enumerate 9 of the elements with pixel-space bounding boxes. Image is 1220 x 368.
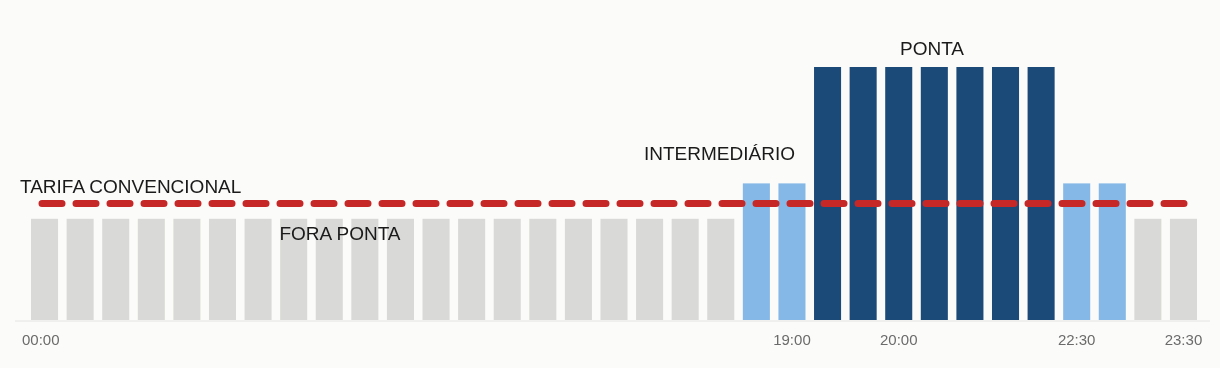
text: PONTA — [899, 38, 965, 59]
x-tick-label: 20:00 — [879, 331, 918, 348]
ref-line-label: TARIFA CONVENCIONAL — [20, 175, 242, 197]
annotation: INTERMEDIÁRIO — [644, 143, 795, 164]
annotation: FORA PONTA — [279, 223, 401, 244]
x-tick-label: 00:00 — [22, 331, 60, 348]
x-tick-label: 22:30 — [1057, 331, 1096, 348]
x-tick-label: 19:00 — [773, 331, 811, 348]
x-tick-label: 23:30 — [1164, 331, 1203, 348]
